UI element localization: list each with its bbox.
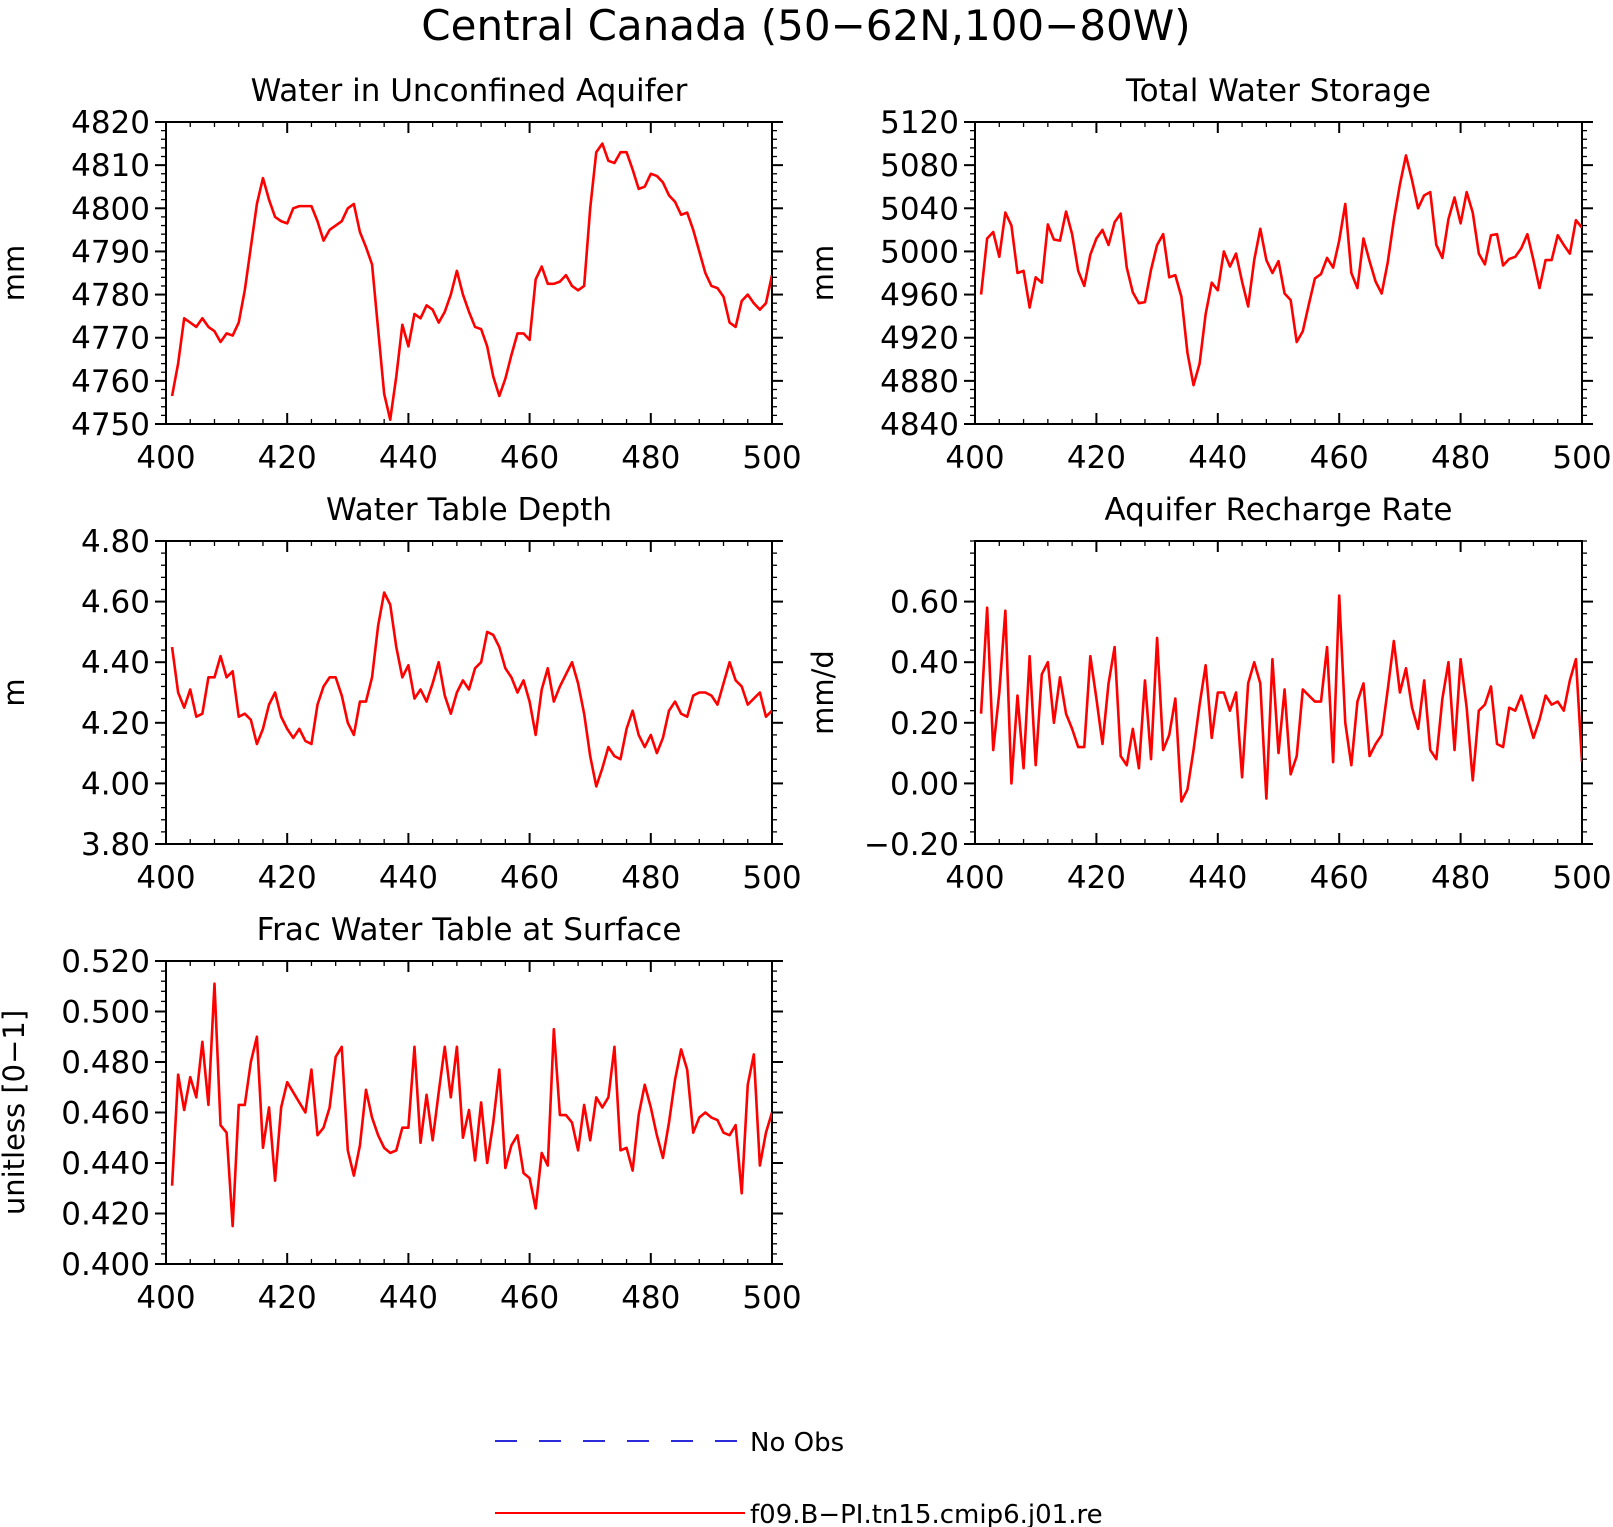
y-tick-label: 0.520 bbox=[61, 944, 150, 980]
y-tick-label: 4960 bbox=[880, 278, 959, 314]
chart-title: Aquifer Recharge Rate bbox=[1105, 492, 1453, 528]
plot-frame bbox=[165, 540, 773, 845]
chart-panel-5: Frac Water Table at Surface unitless [0−1… bbox=[0, 912, 802, 1316]
chart-panel-2: Total Water Storage mm 400 420 440 460 480 500 4… bbox=[806, 73, 1612, 476]
x-tick-label: 440 bbox=[379, 860, 438, 896]
y-tick-label: 4.80 bbox=[81, 524, 150, 560]
series-line-1 bbox=[170, 142, 772, 421]
y-axis-label: mm bbox=[0, 245, 31, 302]
y-tick-label: 0.60 bbox=[890, 585, 959, 621]
y-tick-label: 4790 bbox=[71, 234, 150, 270]
y-tick-label: 4.00 bbox=[81, 766, 150, 802]
y-axis-label: unitless [0−1] bbox=[0, 1010, 31, 1215]
x-tick-label: 440 bbox=[379, 1280, 438, 1316]
y-tick-label: 4.40 bbox=[81, 645, 150, 681]
x-tick-label: 440 bbox=[1188, 860, 1247, 896]
chart-panel-3: Water Table Depth m 400 420 440 460 480 500 3.80… bbox=[0, 492, 802, 896]
chart-title: Frac Water Table at Surface bbox=[257, 912, 682, 948]
x-tick-label: 420 bbox=[1067, 860, 1126, 896]
x-tick-label: 500 bbox=[1552, 440, 1611, 476]
x-tick-label: 480 bbox=[1431, 440, 1490, 476]
y-tick-label: 3.80 bbox=[81, 827, 150, 863]
plot-frame bbox=[974, 540, 1583, 845]
x-tick-label: 400 bbox=[136, 1280, 195, 1316]
y-tick-label: 4760 bbox=[71, 364, 150, 400]
y-tick-label: 4800 bbox=[71, 191, 150, 227]
y-tick-label: 5040 bbox=[880, 191, 959, 227]
x-tick-label: 480 bbox=[621, 860, 680, 896]
x-tick-label: 440 bbox=[379, 440, 438, 476]
y-tick-label: 0.480 bbox=[61, 1045, 150, 1081]
y-tick-label: 4.20 bbox=[81, 706, 150, 742]
chart-title: Water in Unconfined Aquifer bbox=[251, 73, 688, 109]
x-tick-label: 460 bbox=[500, 440, 559, 476]
y-tick-label: 4750 bbox=[71, 407, 150, 443]
x-tick-label: 500 bbox=[742, 860, 801, 896]
y-tick-label: 0.500 bbox=[61, 995, 150, 1031]
chart-panels: Water in Unconfined Aquifer mm 400 420 440 46… bbox=[0, 73, 1612, 1316]
x-tick-label: 440 bbox=[1188, 440, 1247, 476]
x-tick-label: 460 bbox=[500, 1280, 559, 1316]
x-tick-label: 480 bbox=[621, 440, 680, 476]
y-tick-label: 5080 bbox=[880, 148, 959, 184]
x-tick-label: 460 bbox=[1310, 440, 1369, 476]
y-tick-label: 4880 bbox=[880, 364, 959, 400]
x-tick-label: 500 bbox=[742, 1280, 801, 1316]
x-tick-label: 400 bbox=[945, 860, 1004, 896]
y-tick-label: 5000 bbox=[880, 234, 959, 270]
chart-panel-1: Water in Unconfined Aquifer mm 400 420 440 46… bbox=[0, 73, 802, 476]
y-tick-label: 0.460 bbox=[61, 1096, 150, 1132]
y-tick-label: 4780 bbox=[71, 278, 150, 314]
x-tick-label: 420 bbox=[258, 860, 317, 896]
legend: No Obs f09.B−PI.tn15.cmip6.j01.re bbox=[495, 1428, 1103, 1527]
x-tick-label: 480 bbox=[1431, 860, 1490, 896]
y-axis-label: mm/d bbox=[806, 650, 840, 735]
y-tick-label: −0.20 bbox=[864, 827, 959, 863]
y-tick-label: 4840 bbox=[880, 407, 959, 443]
plot-frame bbox=[165, 121, 773, 425]
y-tick-label: 4810 bbox=[71, 148, 150, 184]
x-tick-label: 480 bbox=[621, 1280, 680, 1316]
x-tick-label: 420 bbox=[258, 1280, 317, 1316]
series-line-1 bbox=[170, 591, 772, 788]
legend-obs-label: No Obs bbox=[750, 1428, 844, 1458]
series-line-1 bbox=[979, 154, 1582, 387]
y-axis-label: mm bbox=[806, 245, 840, 302]
series-line-1 bbox=[979, 594, 1582, 803]
y-tick-label: 4770 bbox=[71, 321, 150, 357]
series-line-1 bbox=[170, 982, 772, 1228]
y-axis-label: m bbox=[0, 678, 31, 706]
x-tick-label: 460 bbox=[500, 860, 559, 896]
legend-model-label: f09.B−PI.tn15.cmip6.j01.re bbox=[750, 1500, 1103, 1527]
y-tick-label: 5120 bbox=[880, 105, 959, 141]
y-tick-label: 0.00 bbox=[890, 766, 959, 802]
x-tick-label: 420 bbox=[258, 440, 317, 476]
chart-title: Total Water Storage bbox=[1125, 73, 1431, 109]
y-tick-label: 4820 bbox=[71, 105, 150, 141]
x-tick-label: 400 bbox=[136, 860, 195, 896]
x-tick-label: 420 bbox=[1067, 440, 1126, 476]
y-tick-label: 4920 bbox=[880, 321, 959, 357]
figure-title: Central Canada (50−62N,100−80W) bbox=[421, 1, 1190, 50]
x-tick-label: 400 bbox=[136, 440, 195, 476]
y-tick-label: 0.440 bbox=[61, 1146, 150, 1182]
x-tick-label: 500 bbox=[742, 440, 801, 476]
x-tick-label: 460 bbox=[1310, 860, 1369, 896]
y-tick-label: 0.400 bbox=[61, 1247, 150, 1283]
x-tick-label: 400 bbox=[945, 440, 1004, 476]
y-tick-label: 4.60 bbox=[81, 585, 150, 621]
x-tick-label: 500 bbox=[1552, 860, 1611, 896]
chart-panel-4: Aquifer Recharge Rate mm/d 400 420 440 460 480… bbox=[806, 492, 1612, 896]
chart-title: Water Table Depth bbox=[326, 492, 612, 528]
y-tick-label: 0.20 bbox=[890, 706, 959, 742]
y-tick-label: 0.420 bbox=[61, 1197, 150, 1233]
plot-frame bbox=[974, 121, 1583, 425]
y-tick-label: 0.40 bbox=[890, 645, 959, 681]
